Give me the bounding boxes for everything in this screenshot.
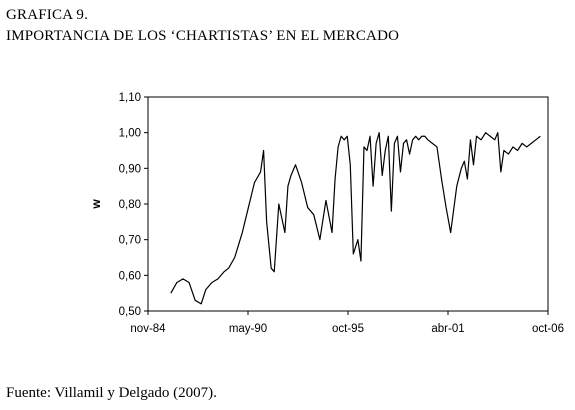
y-axis-title: w — [89, 199, 103, 210]
x-tick-label: oct-95 — [332, 323, 364, 335]
y-tick-label: 0,80 — [119, 199, 141, 211]
x-axis: nov-84 may-90 oct-95 abr-01 oct-06 — [130, 311, 564, 335]
plot-area — [147, 96, 549, 312]
series-line-w — [170, 132, 541, 305]
y-tick-label: 0,70 — [119, 235, 141, 247]
y-tick-label: 1,00 — [119, 128, 141, 140]
y-axis: 0,50 0,60 0,70 0,80 0,90 1,00 1,10 — [119, 92, 148, 318]
x-tick-label: nov-84 — [130, 323, 166, 335]
figure-title: IMPORTANCIA DE LOS ‘CHARTISTAS’ EN EL ME… — [6, 28, 400, 44]
x-tick-label: oct-06 — [532, 323, 564, 335]
y-tick-label: 0,50 — [119, 306, 141, 318]
y-tick-label: 0,60 — [119, 270, 141, 282]
figure-source: Fuente: Villamil y Delgado (2007). — [6, 385, 217, 401]
figure-label: GRAFICA 9. — [6, 7, 89, 23]
y-tick-label: 0,90 — [119, 163, 141, 175]
x-tick-label: may-90 — [229, 323, 267, 335]
y-tick-label: 1,10 — [119, 92, 141, 104]
x-tick-label: abr-01 — [431, 323, 464, 335]
